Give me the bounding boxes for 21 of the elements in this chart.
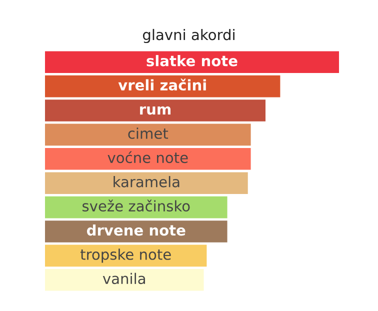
- y-tick-label: vreli začini: [118, 78, 206, 91]
- bar: [45, 244, 207, 267]
- y-tick-label: karamela: [114, 176, 180, 188]
- y-tick-label: voćne note: [108, 151, 188, 164]
- bar: [45, 196, 228, 218]
- bar: [45, 75, 280, 98]
- y-tick-label: sveže začinsko: [82, 200, 190, 212]
- bar: [45, 51, 339, 73]
- chart-title: glavni akordi: [142, 28, 234, 44]
- y-tick-label: slatke note: [146, 55, 238, 66]
- y-tick-label: vanila: [102, 272, 145, 284]
- y-tick-label: rum: [140, 106, 170, 115]
- y-tick-label: tropske note: [80, 248, 171, 263]
- y-tick-label: cimet: [128, 128, 168, 139]
- bar: [45, 172, 248, 194]
- bar: [45, 269, 204, 291]
- bar: [45, 220, 228, 242]
- bar: [45, 148, 251, 170]
- y-tick-label: drvene note: [86, 224, 186, 236]
- bar: [45, 100, 266, 122]
- bar: [45, 124, 251, 146]
